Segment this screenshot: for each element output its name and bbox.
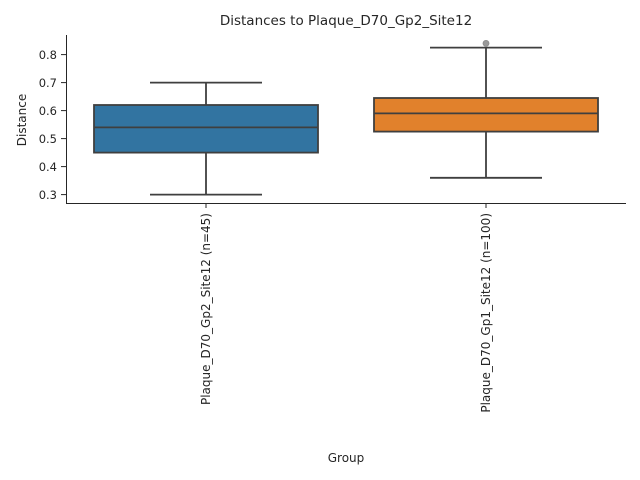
chart-title: Distances to Plaque_D70_Gp2_Site12 <box>220 13 472 29</box>
y-tick-label: 0.5 <box>39 132 57 146</box>
y-tick-label: 0.3 <box>39 188 57 202</box>
y-ticks: 0.3 0.4 0.5 0.6 0.7 0.8 <box>39 48 66 202</box>
iqr-box <box>93 104 319 154</box>
y-tick-label: 0.8 <box>39 48 57 62</box>
x-tick-label: Plaque_D70_Gp1_Site12 (n=100) <box>479 213 493 413</box>
boxes <box>93 40 599 196</box>
x-tick-label: Plaque_D70_Gp2_Site12 (n=45) <box>199 213 213 405</box>
x-ticks: Plaque_D70_Gp2_Site12 (n=45) Plaque_D70_G… <box>199 203 493 413</box>
outlier-point <box>482 40 490 47</box>
box-group <box>373 40 599 179</box>
iqr-box <box>373 97 599 133</box>
y-tick-label: 0.4 <box>39 160 57 174</box>
y-tick-label: 0.7 <box>39 76 57 90</box>
x-axis-label: Group <box>328 451 365 465</box>
y-axis-label: Distance <box>15 94 29 146</box>
y-tick-label: 0.6 <box>39 104 57 118</box>
box-group <box>93 81 319 196</box>
